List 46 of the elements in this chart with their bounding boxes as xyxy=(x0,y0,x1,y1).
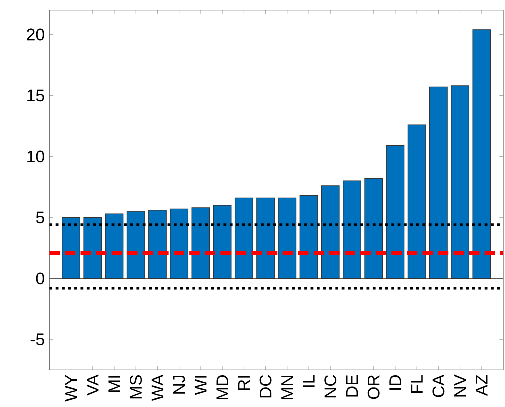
bar xyxy=(408,124,426,279)
y-tick-label: 15 xyxy=(28,90,44,102)
bar xyxy=(472,30,492,279)
x-tick-label: NJ xyxy=(173,376,186,394)
bar xyxy=(62,217,80,279)
x-tick-label: OR xyxy=(368,375,380,400)
x-tick-label: NV xyxy=(454,374,466,397)
bar xyxy=(278,198,297,279)
x-tick-label: RI xyxy=(238,376,250,390)
y-tick-label: 0 xyxy=(36,272,44,285)
x-tick-label: DC xyxy=(260,375,272,398)
x-tick-label: IL xyxy=(303,375,315,388)
y-tick-label: 5 xyxy=(36,212,44,224)
bar xyxy=(300,195,318,279)
y-tick-label: 10 xyxy=(28,150,44,163)
y-tick-label: 20 xyxy=(27,28,44,41)
x-tick-label: ID xyxy=(390,375,402,390)
bar xyxy=(126,211,146,279)
bar xyxy=(321,186,340,279)
x-tick-label: MS xyxy=(130,375,142,399)
x-tick-label: MI xyxy=(108,376,120,392)
x-tick-label: CA xyxy=(432,374,445,398)
x-tick-label: MD xyxy=(216,375,228,400)
bar xyxy=(192,208,210,279)
bar xyxy=(364,178,384,279)
x-tick-label: FL xyxy=(411,375,423,393)
y-tick-label: -5 xyxy=(30,334,44,346)
x-tick-label: DE xyxy=(346,375,358,397)
bar xyxy=(105,214,124,279)
bar xyxy=(84,217,102,279)
bar xyxy=(148,210,167,279)
bar xyxy=(451,86,470,279)
x-tick-label: WI xyxy=(195,376,207,396)
x-tick-label: WA xyxy=(152,374,164,402)
bar xyxy=(430,86,448,279)
bar xyxy=(343,180,362,279)
x-tick-label: MN xyxy=(282,376,294,400)
x-tick-label: WY xyxy=(65,375,78,402)
bar xyxy=(256,198,275,279)
bar xyxy=(386,145,405,279)
x-tick-label: AZ xyxy=(476,375,488,396)
bar xyxy=(234,198,254,279)
bar xyxy=(170,208,189,279)
x-tick-label: VA xyxy=(87,374,99,396)
x-tick-label: NC xyxy=(324,375,337,398)
bar xyxy=(213,205,232,279)
